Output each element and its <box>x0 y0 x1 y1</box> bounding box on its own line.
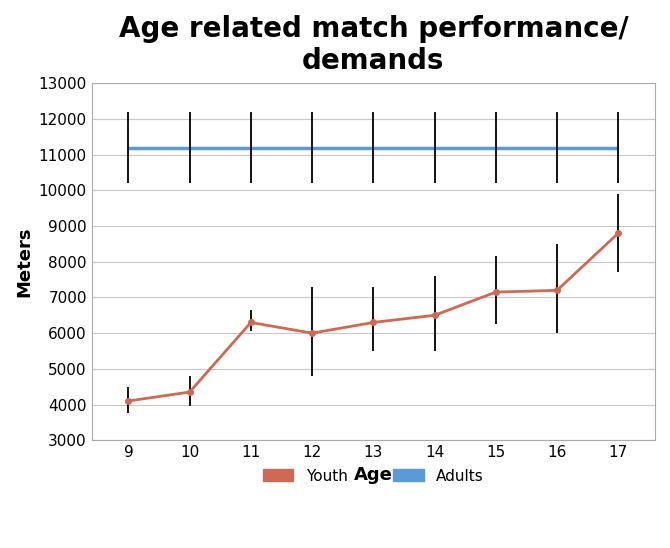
Title: Age related match performance/
demands: Age related match performance/ demands <box>119 15 628 76</box>
Y-axis label: Meters: Meters <box>15 226 33 297</box>
Legend: Youth, Adults: Youth, Adults <box>257 463 490 490</box>
X-axis label: Age: Age <box>354 466 393 484</box>
